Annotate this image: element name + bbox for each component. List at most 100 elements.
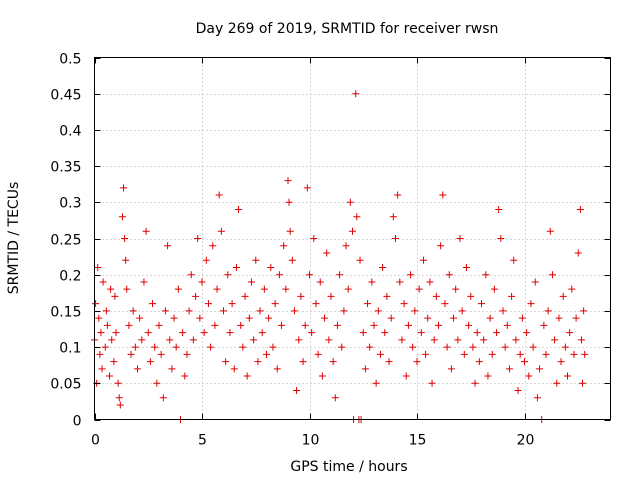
data-point [469,343,477,351]
data-point [207,343,215,351]
data-point [303,184,311,192]
data-point [493,329,501,337]
data-point [501,343,509,351]
data-point [125,321,133,329]
data-point [533,394,541,402]
data-point [346,198,354,206]
data-point [254,358,262,366]
data-point [134,365,141,373]
y-tick-label: 0.05 [50,377,81,393]
data-point [114,379,122,387]
data-point [185,307,193,315]
data-point [211,321,219,329]
data-point [97,329,105,337]
data-point [428,379,436,387]
plot-frame [94,57,611,420]
data-point [95,314,103,322]
data-point [301,321,309,329]
data-point [570,350,578,358]
data-point [531,278,539,286]
data-point [196,314,204,322]
y-tick-label: 0.35 [50,160,81,176]
data-point [329,358,337,366]
data-point [230,365,238,373]
data-point [577,336,585,344]
x-tick-label: 20 [517,433,535,449]
data-point [559,292,567,300]
data-point [153,379,161,387]
data-point [297,292,305,300]
data-point [168,365,176,373]
data-point [149,300,157,308]
data-point [189,336,197,344]
data-point [383,292,391,300]
data-point [574,249,582,257]
data-point [325,336,333,344]
data-point [359,329,367,337]
data-point [473,329,481,337]
data-point [508,292,516,300]
data-point [480,336,488,344]
data-point [561,343,569,351]
data-point [536,365,544,373]
data-point [273,365,281,373]
data-point [521,358,528,366]
x-axis-label: GPS time / hours [290,459,407,475]
data-point [544,307,552,315]
data-point [364,300,372,308]
data-point [226,329,234,337]
y-axis-label: SRMTID / TECUs [6,182,22,295]
data-point [263,350,270,358]
data-point [579,379,587,387]
data-point [557,358,565,366]
data-point [368,278,376,286]
data-point [546,227,554,235]
data-point [409,343,417,351]
grid-layer [94,57,611,420]
data-point [144,329,152,337]
data-point [389,213,397,221]
data-point [443,343,451,351]
data-point [316,278,324,286]
data-point [430,336,438,344]
data-point [260,285,268,293]
data-point [200,329,208,337]
data-point [306,271,313,279]
y-tick-label: 0.3 [59,196,81,212]
data-point [353,213,361,221]
data-point [344,285,352,293]
data-point [518,314,526,322]
data-point [372,379,380,387]
y-tick-label: 0.2 [59,269,81,285]
data-point [488,350,496,358]
data-point [183,350,191,358]
data-point [159,394,167,402]
data-point [394,191,402,199]
data-point [402,372,410,380]
x-tick-label: 0 [91,433,100,449]
data-point [456,235,464,242]
data-point [542,350,550,358]
data-point [224,271,232,279]
data-point [333,321,341,329]
data-point [142,227,150,235]
data-point [460,350,468,358]
data-point [166,336,174,344]
data-point [548,271,556,279]
data-point [220,307,227,315]
data-points-layer [91,90,589,423]
data-point [312,300,320,308]
data-point [540,321,548,329]
data-point [527,300,535,308]
data-point [101,343,109,351]
data-point [366,343,374,351]
data-point [138,336,146,344]
y-tick-label: 0.15 [50,305,81,321]
data-point [127,350,135,358]
data-point [458,307,466,315]
data-point [310,235,318,242]
data-point [379,263,387,271]
data-point [103,321,111,329]
data-point [290,307,298,315]
data-point [323,249,331,257]
